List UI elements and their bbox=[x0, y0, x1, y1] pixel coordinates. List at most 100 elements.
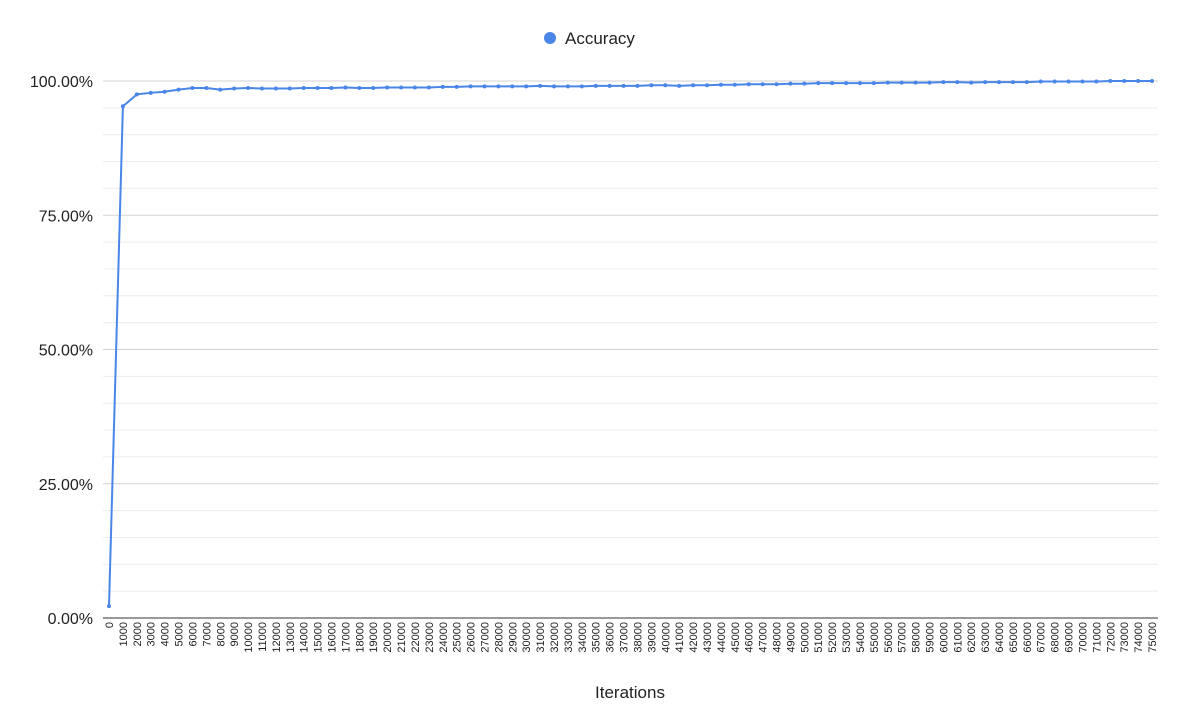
x-tick-label: 31000 bbox=[535, 622, 547, 653]
data-point bbox=[496, 84, 501, 89]
x-tick-label: 21000 bbox=[396, 622, 408, 653]
data-point bbox=[802, 81, 807, 86]
x-tick-label: 57000 bbox=[897, 622, 909, 653]
x-tick-label: 6000 bbox=[187, 622, 199, 646]
x-tick-label: 43000 bbox=[702, 622, 714, 653]
data-point bbox=[746, 82, 751, 87]
x-tick-label: 3000 bbox=[146, 622, 158, 646]
data-point bbox=[232, 86, 237, 91]
x-tick-label: 53000 bbox=[841, 622, 853, 653]
x-tick-label: 51000 bbox=[813, 622, 825, 653]
x-tick-label: 2000 bbox=[132, 622, 144, 646]
data-point bbox=[927, 80, 932, 85]
data-point bbox=[1080, 79, 1085, 84]
data-point bbox=[663, 83, 668, 88]
data-point bbox=[273, 86, 278, 91]
data-point bbox=[607, 83, 612, 88]
x-tick-label: 36000 bbox=[605, 622, 617, 653]
grid-lines bbox=[103, 80, 1158, 619]
data-point bbox=[621, 83, 626, 88]
data-point bbox=[1038, 79, 1043, 84]
data-point bbox=[1010, 80, 1015, 85]
x-axis-title: Iterations bbox=[595, 683, 665, 702]
y-tick-label: 100.00% bbox=[30, 74, 93, 91]
data-point bbox=[412, 85, 417, 90]
data-point bbox=[1052, 79, 1057, 84]
x-tick-label: 5000 bbox=[174, 622, 186, 646]
x-tick-label: 8000 bbox=[215, 622, 227, 646]
data-point bbox=[218, 87, 223, 92]
data-point bbox=[857, 81, 862, 86]
x-tick-label: 67000 bbox=[1036, 622, 1048, 653]
data-point bbox=[510, 84, 515, 89]
x-tick-label: 27000 bbox=[479, 622, 491, 653]
data-point bbox=[120, 104, 125, 109]
x-tick-label: 22000 bbox=[410, 622, 422, 653]
x-tick-label: 11000 bbox=[257, 622, 269, 652]
data-point bbox=[704, 83, 709, 88]
x-tick-label: 35000 bbox=[591, 622, 603, 653]
data-point bbox=[343, 85, 348, 90]
data-point bbox=[1066, 79, 1071, 84]
data-point bbox=[691, 83, 696, 88]
data-point bbox=[246, 85, 251, 90]
data-point bbox=[552, 84, 557, 89]
data-point bbox=[732, 82, 737, 87]
data-point bbox=[955, 80, 960, 85]
legend: Accuracy bbox=[544, 29, 635, 48]
x-tick-label: 33000 bbox=[563, 622, 575, 653]
x-tick-label: 62000 bbox=[966, 622, 978, 653]
x-tick-label: 7000 bbox=[201, 622, 213, 646]
x-tick-label: 55000 bbox=[869, 622, 881, 653]
data-point bbox=[871, 81, 876, 86]
data-point bbox=[899, 80, 904, 85]
data-point bbox=[259, 86, 264, 91]
x-tick-label: 28000 bbox=[493, 622, 505, 653]
data-point bbox=[468, 84, 473, 89]
y-tick-label: 50.00% bbox=[39, 343, 93, 360]
data-point bbox=[148, 90, 153, 95]
x-tick-label: 4000 bbox=[160, 622, 172, 646]
data-point bbox=[941, 80, 946, 85]
x-tick-label: 74000 bbox=[1133, 622, 1145, 653]
data-point bbox=[162, 89, 167, 94]
x-tick-label: 34000 bbox=[577, 622, 589, 653]
x-tick-label: 13000 bbox=[285, 622, 297, 653]
x-tick-label: 26000 bbox=[466, 622, 478, 653]
data-point bbox=[329, 85, 334, 90]
data-point bbox=[1024, 80, 1029, 85]
x-tick-label: 24000 bbox=[438, 622, 450, 653]
x-tick-label: 60000 bbox=[938, 622, 950, 653]
data-point bbox=[524, 84, 529, 89]
data-point bbox=[190, 85, 195, 90]
x-tick-label: 1000 bbox=[118, 622, 130, 646]
data-point bbox=[426, 85, 431, 90]
x-tick-label: 14000 bbox=[299, 622, 311, 653]
data-point bbox=[1136, 79, 1141, 83]
data-point bbox=[454, 84, 459, 89]
x-tick-label: 42000 bbox=[688, 622, 700, 653]
x-tick-label: 12000 bbox=[271, 622, 283, 653]
x-tick-label: 18000 bbox=[354, 622, 366, 653]
x-tick-label: 70000 bbox=[1077, 622, 1089, 653]
x-tick-label: 54000 bbox=[855, 622, 867, 653]
data-point bbox=[830, 81, 835, 86]
data-point bbox=[760, 82, 765, 87]
x-tick-label: 44000 bbox=[716, 622, 728, 653]
x-tick-label: 72000 bbox=[1105, 622, 1117, 653]
legend-marker-accuracy bbox=[544, 32, 556, 44]
x-tick-label: 41000 bbox=[674, 622, 686, 653]
x-tick-label: 50000 bbox=[799, 622, 811, 653]
data-point bbox=[385, 85, 390, 90]
x-tick-label: 9000 bbox=[229, 622, 241, 646]
data-point bbox=[440, 84, 445, 89]
y-axis-ticks: 0.00% 25.00% 50.00% 75.00% 100.00% bbox=[30, 74, 93, 628]
x-tick-label: 52000 bbox=[827, 622, 839, 653]
data-point bbox=[134, 92, 139, 97]
x-axis-ticks: 0 1000 2000 3000 4000 5000 6000 7000 8000 9000 100… bbox=[104, 622, 1159, 653]
data-point bbox=[315, 85, 320, 90]
legend-label-accuracy: Accuracy bbox=[565, 29, 635, 48]
data-point bbox=[816, 81, 821, 86]
data-point bbox=[482, 84, 487, 89]
